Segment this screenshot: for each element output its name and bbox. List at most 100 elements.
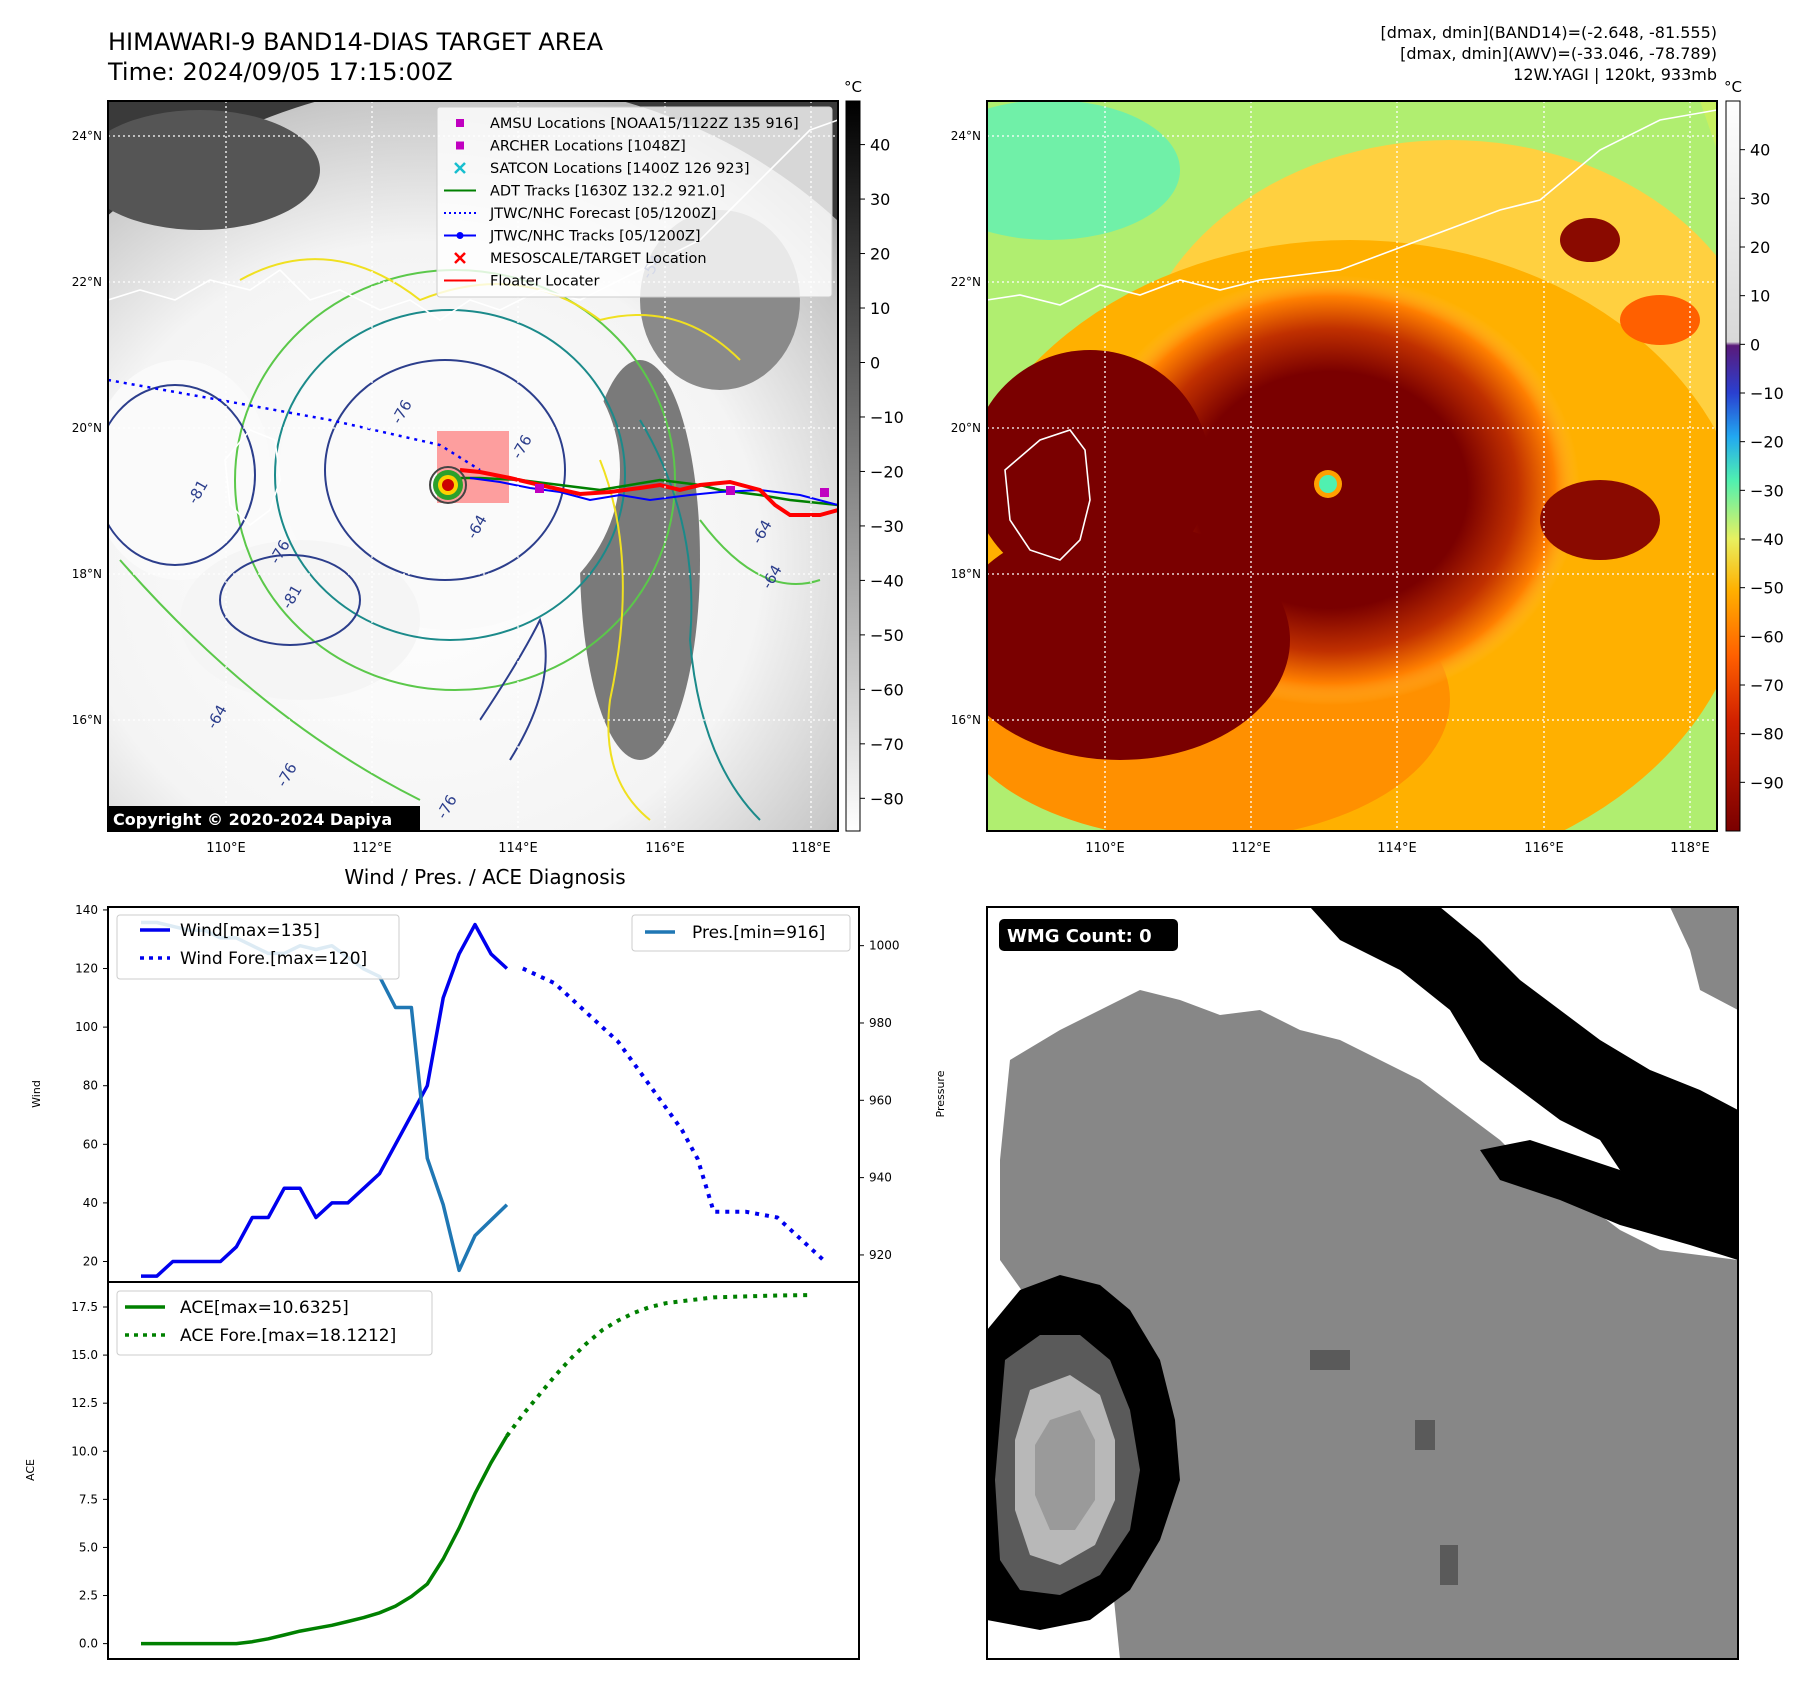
colorbar-tick-label: −50 xyxy=(870,626,904,645)
diagnosis-title: Wind / Pres. / ACE Diagnosis xyxy=(344,865,625,889)
lat-tick-label: 18°N xyxy=(72,567,102,581)
colorbar-tick-label: −10 xyxy=(1750,384,1784,403)
colorbar-tick-label: 30 xyxy=(1750,189,1770,208)
colorbar-tick-label: −40 xyxy=(870,571,904,590)
wind-ytick-label: 40 xyxy=(83,1196,98,1210)
legend-item: MESOSCALE/TARGET Location xyxy=(454,251,707,267)
stats-line1: [dmax, dmin](BAND14)=(-2.648, -81.555) xyxy=(1381,23,1717,42)
colorbar-tick-label: 10 xyxy=(870,299,890,318)
colorbar-tick-label: −60 xyxy=(870,680,904,699)
copyright-label: Copyright © 2020-2024 Dapiya xyxy=(113,810,392,829)
wind-ytick-label: 80 xyxy=(83,1079,98,1093)
wind-series-line xyxy=(141,922,509,1278)
wmg-count-label: WMG Count: 0 xyxy=(1007,926,1152,947)
legend-label: Floater Locater xyxy=(490,274,599,290)
legend-item: SATCON Locations [1400Z 126 923] xyxy=(454,161,749,177)
lat-tick-label: 16°N xyxy=(72,713,102,727)
ace-forecast-series-line xyxy=(505,1293,810,1438)
colorbar-tick-label: −90 xyxy=(1750,773,1784,792)
wind-ytick-label: 100 xyxy=(75,1020,98,1034)
colorbar-tick-label: 30 xyxy=(870,190,890,209)
wind-forecast-series-line xyxy=(521,966,827,1263)
legend-item: Floater Locater xyxy=(444,274,599,290)
lat-tick-label: 16°N xyxy=(951,713,981,727)
lat-tick-label: 24°N xyxy=(72,129,102,143)
legend-item: ARCHER Locations [1048Z] xyxy=(456,139,686,155)
legend-square-marker xyxy=(456,119,464,127)
lat-tick-label: 22°N xyxy=(72,275,102,289)
wind-pressure-chart: 140 120 100 80 60 40 20 1000 980 960 940 920 Wind P… xyxy=(30,903,947,1283)
gray-colorbar-unit: °C xyxy=(844,78,862,96)
color-colorbar-unit: °C xyxy=(1724,78,1742,96)
colorbar-tick-label: 20 xyxy=(870,245,890,264)
wind-legend-label: Wind Fore.[max=120] xyxy=(180,949,367,969)
lat-tick-label: 20°N xyxy=(72,421,102,435)
colorbar-tick-label: −70 xyxy=(870,735,904,754)
legend-label: AMSU Locations [NOAA15/1122Z 135 916] xyxy=(490,116,799,132)
pressure-ytick-label: 980 xyxy=(869,1016,892,1030)
wind-ytick-label: 120 xyxy=(75,962,98,976)
lon-tick-label: 118°E xyxy=(791,841,831,856)
colorbar-tick-label: −70 xyxy=(1750,676,1784,695)
wmg-panel: WMG Count: 0 xyxy=(986,906,1739,1660)
ace-legend-label: ACE[max=10.6325] xyxy=(180,1298,349,1318)
colorbar-tick-label: −80 xyxy=(1750,725,1784,744)
ace-axis-label: ACE xyxy=(24,1459,37,1481)
stats-line3: 12W.YAGI | 120kt, 933mb xyxy=(1513,65,1717,84)
lon-tick-label: 110°E xyxy=(1085,841,1125,856)
gray-colorbar: °C 40 30 20 10 0 −10 −20 −30 −40 −50 −60 −70 −80 xyxy=(844,78,904,832)
wind-ytick-label: 60 xyxy=(83,1137,98,1151)
ace-series-line xyxy=(141,1435,509,1646)
colorbar-tick-label: −30 xyxy=(870,517,904,536)
colorbar-tick-label: −40 xyxy=(1750,530,1784,549)
legend-item: JTWC/NHC Forecast [05/1200Z] xyxy=(444,206,716,222)
enhanced-ir-panel: 24°N 22°N 20°N 18°N 16°N 110°E 112°E 114°E 116°… xyxy=(951,78,1784,856)
ace-ytick-label: 5.0 xyxy=(79,1540,98,1554)
ace-ytick-label: 17.5 xyxy=(71,1300,98,1314)
lon-tick-label: 112°E xyxy=(352,841,392,856)
ir-map-panel: -76-76-81-76-81-64-64-64-76-76-64-54 AMS… xyxy=(72,78,904,856)
ace-ytick-label: 12.5 xyxy=(71,1396,98,1410)
legend-dot-marker xyxy=(456,232,464,239)
ace-chart: 17.5 15.0 12.5 10.0 7.5 5.0 2.5 0.0 ACE ACE[max… xyxy=(24,1281,860,1660)
pressure-ytick-label: 920 xyxy=(869,1248,892,1262)
pressure-ytick-label: 960 xyxy=(869,1093,892,1107)
legend-label: JTWC/NHC Tracks [05/1200Z] xyxy=(489,229,701,245)
colorbar-tick-label: 0 xyxy=(1750,335,1760,354)
legend-item: AMSU Locations [NOAA15/1122Z 135 916] xyxy=(456,116,799,132)
figure-title-line2: Time: 2024/09/05 17:15:00Z xyxy=(107,58,453,86)
ace-legend-label: ACE Fore.[max=18.1212] xyxy=(180,1326,396,1346)
lon-tick-label: 114°E xyxy=(1377,841,1417,856)
ace-legend-box xyxy=(116,1290,433,1356)
wind-ytick-label: 140 xyxy=(75,903,98,917)
pressure-legend-box xyxy=(631,914,851,952)
legend-label: ADT Tracks [1630Z 132.2 921.0] xyxy=(490,184,725,200)
colorbar-tick-label: −60 xyxy=(1750,627,1784,646)
colorbar-tick-label: 10 xyxy=(1750,287,1770,306)
colorbar-tick-label: −20 xyxy=(1750,433,1784,452)
wind-ytick-label: 20 xyxy=(83,1254,98,1268)
figure-title-line1: HIMAWARI-9 BAND14-DIAS TARGET AREA xyxy=(108,28,604,56)
lon-tick-label: 118°E xyxy=(1670,841,1710,856)
lat-tick-label: 24°N xyxy=(951,129,981,143)
ace-ytick-label: 10.0 xyxy=(71,1444,98,1458)
wind-legend-box xyxy=(116,914,400,980)
ace-ytick-label: 7.5 xyxy=(79,1492,98,1506)
legend-x-marker xyxy=(454,252,466,264)
lon-tick-label: 116°E xyxy=(1524,841,1564,856)
colorbar-tick-label: −20 xyxy=(870,462,904,481)
colorbar-tick-label: 40 xyxy=(870,136,890,155)
pressure-legend-label: Pres.[min=916] xyxy=(692,923,825,943)
lon-tick-label: 116°E xyxy=(645,841,685,856)
legend-item: ADT Tracks [1630Z 132.2 921.0] xyxy=(444,184,725,200)
colorbar-tick-label: 20 xyxy=(1750,238,1770,257)
pressure-axis-label: Pressure xyxy=(934,1070,947,1117)
legend-item: JTWC/NHC Tracks [05/1200Z] xyxy=(444,229,701,245)
legend-label: ARCHER Locations [1048Z] xyxy=(490,139,686,155)
ace-ytick-label: 0.0 xyxy=(79,1637,98,1651)
ace-ytick-label: 15.0 xyxy=(71,1348,98,1362)
legend-label: SATCON Locations [1400Z 126 923] xyxy=(490,161,749,177)
colorbar-tick-label: 0 xyxy=(870,353,880,372)
lat-tick-label: 22°N xyxy=(951,275,981,289)
